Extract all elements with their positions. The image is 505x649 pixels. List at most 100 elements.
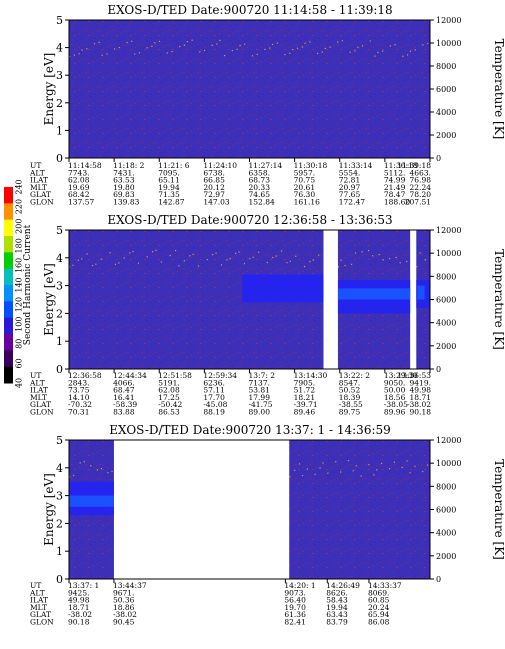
spectrogram-speck bbox=[395, 256, 397, 259]
spectrogram-speck bbox=[113, 48, 116, 50]
spectrogram-speck bbox=[229, 257, 231, 260]
table-cell: 89.75 bbox=[339, 408, 361, 417]
colorbar-segment bbox=[4, 285, 13, 302]
spectrogram-speck bbox=[69, 266, 71, 268]
table-row-label: UT bbox=[30, 371, 41, 380]
table-cell: 8626. bbox=[326, 588, 347, 597]
table-cell: 147.03 bbox=[203, 198, 229, 207]
table-cell: 19.70 bbox=[284, 603, 306, 612]
spectrogram-speck bbox=[235, 252, 237, 255]
spectrogram-speck bbox=[294, 469, 296, 471]
table-cell: 62.08 bbox=[68, 176, 90, 185]
table-cell: 20.12 bbox=[203, 183, 225, 192]
table-row-label: GLAT bbox=[30, 190, 51, 199]
spectrogram-speck bbox=[118, 46, 120, 49]
table-cell: 11:14:58 bbox=[68, 161, 102, 170]
table-cell: 62.08 bbox=[158, 386, 180, 395]
spectrogram-speck bbox=[280, 250, 283, 252]
spectrogram-speck bbox=[319, 467, 321, 469]
panel-title: EXOS-D/TED Date:900720 12:36:58 - 13:36:… bbox=[107, 213, 392, 227]
spectrogram-speck bbox=[178, 265, 180, 267]
table-cell: 13:22: 2 bbox=[339, 371, 371, 380]
spectrogram-speck bbox=[399, 262, 401, 264]
y-tick-label: 0 bbox=[56, 152, 63, 165]
colorbar-tick-label: 240 bbox=[15, 179, 24, 194]
table-cell: 70.31 bbox=[68, 408, 89, 417]
spectrogram-speck bbox=[126, 41, 128, 44]
spectrogram-speck bbox=[424, 259, 426, 261]
table-cell: 11:36:18 bbox=[384, 161, 418, 170]
y-tick-label: 3 bbox=[56, 280, 63, 293]
table-cell: 12:59:34 bbox=[203, 371, 237, 380]
spectrogram-speck bbox=[349, 51, 351, 53]
spectrogram-speck bbox=[284, 54, 286, 56]
spectrogram-speck bbox=[337, 266, 340, 268]
table-row-label: MLT bbox=[30, 183, 47, 192]
table-row-label: GLON bbox=[30, 198, 54, 207]
table-cell: 70.75 bbox=[294, 176, 316, 185]
table-cell: 86.08 bbox=[368, 618, 390, 627]
table-cell: 7905. bbox=[294, 378, 315, 387]
table-cell: 14.10 bbox=[68, 393, 90, 402]
spectrogram-region bbox=[289, 440, 430, 579]
colorbar-segment bbox=[4, 187, 13, 204]
table-cell: 4663. bbox=[410, 168, 431, 177]
spectrogram-speck bbox=[296, 47, 299, 49]
table-cell: 137.57 bbox=[68, 198, 94, 207]
panel-title: EXOS-D/TED Date:900720 13:37: 1 - 14:36:… bbox=[109, 423, 391, 437]
spectrogram-speck bbox=[239, 45, 241, 47]
table-cell: 22.24 bbox=[410, 183, 432, 192]
table-cell: 69.83 bbox=[113, 190, 135, 199]
spectrogram-speck bbox=[354, 50, 356, 52]
table-cell: 89.46 bbox=[294, 408, 316, 417]
table-cell: -38.05 bbox=[384, 400, 408, 409]
table-cell: 56.40 bbox=[284, 596, 306, 605]
y2-tick-label: 2000 bbox=[436, 552, 456, 561]
spectrogram-speck bbox=[69, 55, 71, 58]
table-row-label: GLAT bbox=[30, 400, 51, 409]
y-tick-label: 5 bbox=[56, 434, 63, 447]
table-cell: 90.45 bbox=[113, 618, 135, 627]
table-cell: 7137. bbox=[249, 378, 270, 387]
y2-tick-label: 8000 bbox=[436, 272, 456, 281]
spectrogram-speck bbox=[86, 253, 88, 255]
table-cell: 13:14:30 bbox=[294, 371, 328, 380]
table-cell: 11:24:10 bbox=[203, 161, 237, 170]
table-cell: 17.99 bbox=[249, 393, 271, 402]
spectrogram-speck bbox=[129, 252, 131, 254]
table-row-label: ILAT bbox=[30, 386, 48, 395]
y2-tick-label: 4000 bbox=[436, 529, 456, 538]
table-cell: 11:30:18 bbox=[294, 161, 328, 170]
panel-1: EXOS-D/TED Date:900720 11:14:58 - 11:39:… bbox=[29, 3, 505, 207]
y2-tick-label: 2000 bbox=[436, 131, 456, 140]
y-tick-label: 1 bbox=[56, 545, 63, 558]
table-cell: 9671. bbox=[113, 588, 134, 597]
table-cell: 90.18 bbox=[68, 618, 90, 627]
table-row-label: GLON bbox=[30, 618, 54, 627]
y2-tick-label: 10000 bbox=[436, 249, 461, 258]
spectrogram-speck bbox=[378, 254, 380, 256]
table-cell: 9050. bbox=[384, 378, 405, 387]
table-cell: 12:36:58 bbox=[68, 371, 102, 380]
table-cell: 11:33:14 bbox=[339, 161, 373, 170]
colorbar-segment bbox=[4, 366, 13, 384]
table-cell: 207.51 bbox=[405, 198, 431, 207]
spectrogram-speck bbox=[388, 468, 391, 470]
table-cell: 76.98 bbox=[410, 176, 432, 185]
spectrogram-speck bbox=[402, 55, 404, 57]
y-tick-label: 2 bbox=[56, 517, 63, 530]
spectrogram-speck bbox=[389, 258, 391, 260]
spectrogram-speck bbox=[394, 44, 396, 46]
spectrogram-speck bbox=[169, 254, 171, 257]
emission-band bbox=[417, 285, 425, 300]
colorbar-tick-label: 220 bbox=[15, 199, 24, 214]
spectrogram-speck bbox=[352, 470, 354, 472]
spectrogram-speck bbox=[224, 54, 226, 57]
spectrogram-speck bbox=[146, 256, 148, 258]
colorbar-segment bbox=[4, 350, 13, 368]
spectrogram-speck bbox=[406, 460, 408, 462]
spectrogram-speck bbox=[73, 474, 75, 477]
table-cell: 18.71 bbox=[68, 603, 89, 612]
spectrogram-speck bbox=[81, 258, 83, 260]
table-cell: 14:33:37 bbox=[368, 581, 402, 590]
